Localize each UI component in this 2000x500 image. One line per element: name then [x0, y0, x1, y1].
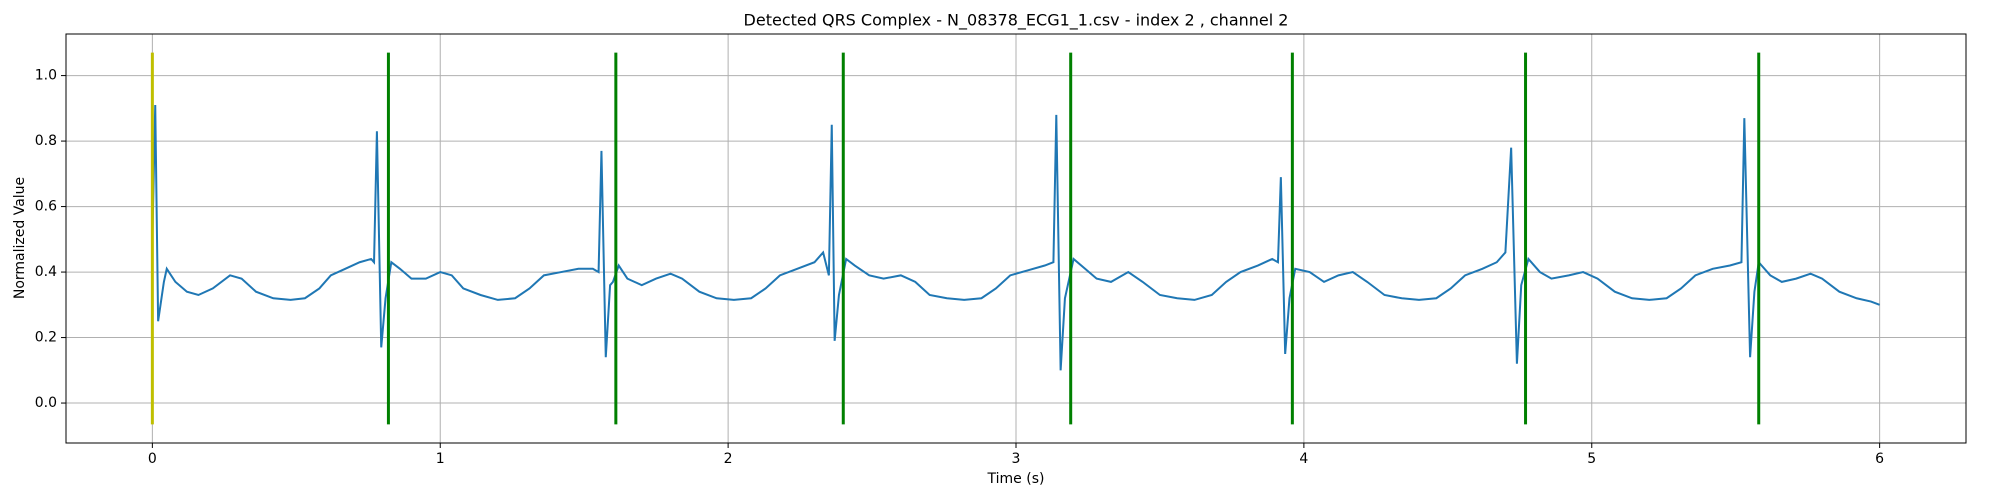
x-tick-label: 0	[148, 451, 157, 467]
x-tick-label: 2	[724, 451, 733, 467]
x-axis-label: Time (s)	[987, 471, 1045, 487]
chart-title: Detected QRS Complex - N_08378_ECG1_1.cs…	[744, 11, 1289, 31]
y-tick-label: 0.6	[35, 199, 57, 215]
plot-frame	[65, 33, 1967, 444]
x-tick-label: 6	[1875, 451, 1884, 467]
x-tick-label: 1	[436, 451, 445, 467]
y-tick-label: 0.4	[35, 264, 57, 280]
x-tick-label: 5	[1587, 451, 1596, 467]
y-tick-label: 0.2	[35, 330, 57, 346]
x-tick-label: 3	[1012, 451, 1021, 467]
y-tick-label: 0.0	[35, 395, 57, 411]
y-axis-label: Normalized Value	[12, 177, 28, 299]
x-tick-label: 4	[1299, 451, 1308, 467]
ecg-line	[151, 105, 1880, 371]
y-tick-label: 1.0	[35, 68, 57, 84]
y-tick-label: 0.8	[35, 133, 57, 149]
